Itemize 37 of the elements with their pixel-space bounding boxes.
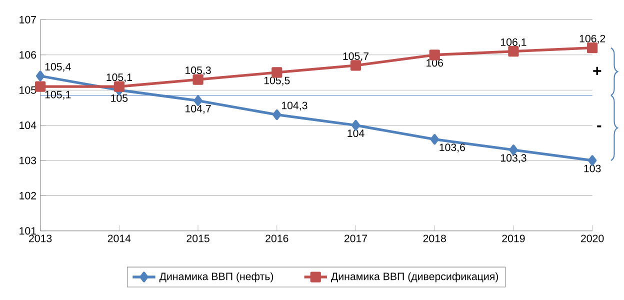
data-label: 105,4 [45,62,71,72]
data-label: 104,7 [186,104,211,114]
x-tick-label: 2013 [29,234,52,242]
data-label: 105,3 [186,66,211,76]
y-tick-label: 105 [20,86,36,94]
y-tick-label: 103 [20,156,36,164]
y-tick-label: 104 [20,122,36,130]
y-tick-label: 107 [20,16,36,24]
point [430,134,439,145]
point [35,81,46,92]
data-label: 105 [111,94,128,102]
point [36,70,45,82]
data-label: 106,1 [500,38,526,48]
x-tick-label: 2015 [186,234,210,242]
legend-label: Динамика ВВП (нефть) [159,272,274,282]
data-label: 103 [584,164,601,172]
x-tick-label: 2019 [502,234,525,242]
x-tick-label: 2017 [344,234,368,242]
legend-label: Динамика ВВП (диверсификация) [331,272,498,282]
text: - [597,125,602,128]
x-tick-label: 2014 [108,234,131,242]
y-tick-label: 101 [20,227,36,235]
y-tick-label: 106 [20,51,36,59]
x-tick-label: 2020 [581,234,604,242]
data-label: 104,3 [282,102,308,110]
data-label: 105,7 [343,52,369,62]
data-label: 103,3 [500,154,526,163]
point [272,109,282,120]
x-tick-label: 2016 [266,234,288,242]
data-label: 103,6 [440,144,465,152]
y-tick-label: 102 [20,192,36,200]
data-label: 105,1 [106,74,132,82]
x-tick-label: 2018 [423,234,446,242]
data-label: 104 [348,130,364,138]
data-label: 105,1 [45,90,71,100]
text: + [593,66,602,76]
data-label: 106,2 [580,34,606,44]
